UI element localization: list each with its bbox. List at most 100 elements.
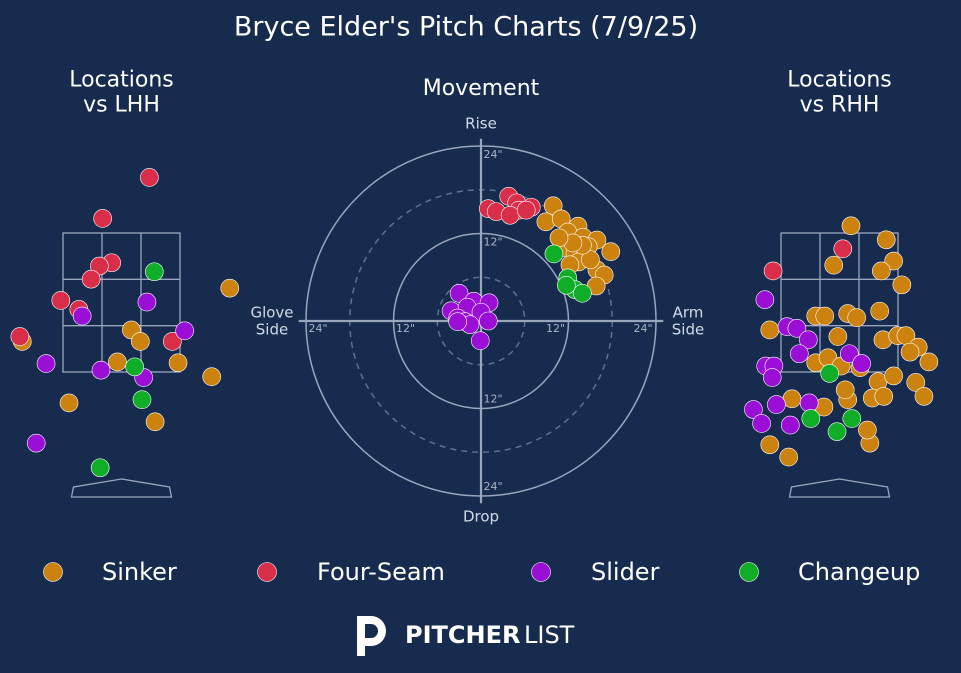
tick-label: 24" (308, 322, 327, 335)
brand-bold: PITCHER (405, 621, 520, 649)
pitch-point (91, 360, 111, 380)
pitch-point (36, 354, 56, 373)
movement-point (544, 244, 564, 264)
pitch-point (827, 422, 847, 441)
legend-label: Slider (591, 558, 660, 586)
pitch-point (779, 447, 798, 467)
pitch-point (51, 291, 71, 310)
pitch-point (220, 278, 240, 298)
movement-point (478, 311, 498, 331)
pitch-point (10, 327, 30, 346)
pitch-point (108, 352, 127, 372)
pitch-point (755, 290, 775, 309)
chart-title: Bryce Elder's Pitch Charts (7/9/25) (234, 12, 698, 43)
pitch-point (780, 415, 800, 435)
legend-marker (739, 562, 759, 582)
pitch-point (145, 412, 165, 432)
axis-label: Drop (463, 508, 499, 526)
movement-point (573, 283, 592, 303)
pitch-point (874, 387, 894, 406)
legend-label: Four-Seam (317, 558, 445, 586)
tick-label: 24" (633, 322, 652, 335)
pitch-point (840, 344, 859, 364)
pitch-point (820, 364, 839, 383)
pitch-point (59, 393, 79, 413)
pitch-point (870, 301, 889, 321)
movement-point (601, 242, 621, 262)
movement-point (470, 331, 490, 350)
pitch-point (900, 342, 920, 362)
pitch-point (26, 433, 46, 453)
pitch-point (767, 395, 786, 414)
pitch-point (790, 344, 809, 364)
home-plate (70, 478, 173, 498)
pitch-point (801, 409, 821, 428)
pitch-point (919, 352, 939, 372)
pitch-point (787, 319, 807, 338)
axis-label: Arm Side (672, 303, 704, 338)
pitch-point (872, 261, 891, 281)
pitch-point (833, 239, 853, 259)
pitch-point (884, 366, 903, 386)
panel-title: Movement (423, 76, 540, 101)
pitch-point (847, 308, 867, 327)
pitch-point (131, 332, 150, 351)
pitch-point (906, 373, 926, 392)
movement-point (449, 283, 469, 303)
pitch-point (744, 400, 763, 419)
pitch-point (93, 209, 112, 228)
movement-point (500, 205, 520, 225)
legend-marker (43, 562, 63, 582)
pitch-point (760, 435, 780, 455)
pitch-point (72, 306, 92, 326)
pitch-point (824, 255, 844, 275)
movement-point (581, 250, 600, 270)
movement-point (448, 312, 467, 332)
pitch-point (163, 332, 182, 351)
pitch-point (81, 269, 101, 289)
pitch-point (852, 354, 871, 373)
pitch-point (842, 409, 862, 428)
movement-point (557, 275, 576, 295)
home-plate (788, 478, 891, 498)
pitch-point (752, 414, 771, 433)
legend-label: Sinker (102, 558, 177, 586)
pitch-point (799, 330, 818, 350)
pitch-point (145, 262, 164, 282)
tick-label: 12" (546, 322, 565, 335)
pitch-point (90, 458, 110, 478)
pitch-point (884, 251, 903, 271)
tick-label: 12" (396, 322, 415, 335)
pitch-point (858, 420, 877, 440)
pitch-point (137, 292, 157, 312)
movement-point (516, 200, 536, 220)
pitch-point (140, 168, 159, 187)
pitch-point (762, 368, 782, 387)
axis-label: Glove Side (250, 303, 293, 338)
legend-label: Changeup (798, 558, 920, 586)
pitch-point (914, 387, 934, 406)
pitch-point (125, 357, 144, 377)
axis-label: Rise (465, 115, 497, 133)
movement-point (549, 228, 569, 248)
pitch-point (168, 353, 188, 373)
logo: PITCHER LIST (357, 616, 575, 656)
legend-marker (257, 562, 277, 582)
pitch-point (202, 367, 221, 387)
pitch-point (892, 275, 912, 295)
pitch-point (841, 216, 861, 236)
pitch-point (815, 306, 835, 326)
movement-point (536, 212, 556, 232)
pitch-point (175, 321, 194, 341)
pitch-point (763, 261, 783, 281)
pitch-point (760, 320, 780, 340)
pitch-point (799, 393, 819, 413)
pitch-point (876, 230, 896, 250)
logo-icon (357, 616, 386, 656)
panel-title: Locations vs LHH (69, 67, 174, 117)
tick-label: 24" (483, 480, 502, 493)
legend-marker (531, 562, 551, 582)
brand-light: LIST (524, 621, 575, 649)
